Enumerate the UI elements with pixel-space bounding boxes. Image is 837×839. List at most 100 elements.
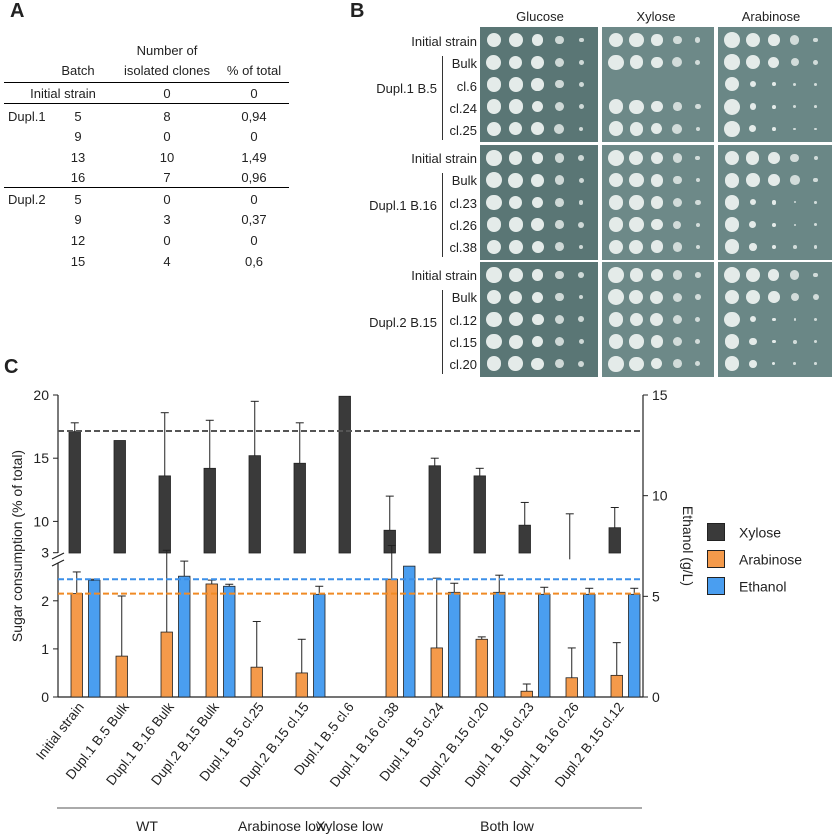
table-cell: 0 <box>163 129 171 144</box>
colony-spot <box>555 80 564 89</box>
panel-letter-b: B <box>350 0 365 22</box>
bar-xylose <box>428 465 441 554</box>
legend-swatch-ethanol <box>707 577 725 596</box>
colony-spot <box>771 200 776 205</box>
bar-ethanol <box>628 593 641 698</box>
colony-spot <box>486 217 502 232</box>
colony-spot <box>724 77 740 92</box>
colony-spot <box>579 244 584 249</box>
bar-arabinose <box>475 638 488 698</box>
colony-spot <box>749 221 757 229</box>
colony-spot <box>486 32 502 48</box>
colony-spot <box>673 220 682 229</box>
colony-spot <box>531 240 544 253</box>
colony-spot <box>695 339 701 345</box>
colony-spot <box>813 317 818 322</box>
colony-spot <box>813 222 818 227</box>
bar-arabinose <box>70 593 83 698</box>
colony-spot <box>629 195 644 210</box>
colony-spot <box>651 123 663 135</box>
colony-spot <box>486 54 502 70</box>
colony-spot <box>695 316 701 323</box>
colony-spot <box>629 312 644 326</box>
colony-spot <box>768 174 780 186</box>
legend-item-xylose: Xylose <box>707 523 781 542</box>
colony-spot <box>628 32 644 48</box>
colony-spot <box>724 311 740 327</box>
colony-spot <box>531 173 544 187</box>
table-cell: 0 <box>250 129 258 144</box>
colony-spot <box>608 32 624 48</box>
colony-spot <box>508 32 523 48</box>
colony-spot <box>793 362 797 366</box>
initial-strain-clones: 0 <box>163 86 171 101</box>
spot-plate <box>480 262 598 377</box>
spot-plate <box>480 27 598 142</box>
colony-spot <box>608 54 624 70</box>
colony-spot <box>555 270 564 280</box>
table-cell: 8 <box>163 109 171 124</box>
axis-break-mark <box>51 559 65 567</box>
colony-spot <box>813 155 818 161</box>
axis-break-mark <box>51 552 65 560</box>
colony-spot <box>749 125 757 133</box>
colony-spot <box>793 201 796 204</box>
colony-spot <box>608 267 624 283</box>
bar-ethanol <box>403 565 416 698</box>
colony-spot <box>508 77 524 92</box>
group-label: Both low <box>480 818 535 834</box>
colony-spot <box>673 175 682 185</box>
colony-spot <box>814 105 818 109</box>
colony-spot <box>555 198 564 207</box>
header-batch: Batch <box>61 63 95 78</box>
colony-spot <box>486 356 502 372</box>
colony-spot <box>508 217 523 232</box>
colony-spot <box>813 37 819 43</box>
colony-spot <box>578 177 584 183</box>
bar-arabinose <box>385 578 398 698</box>
spot-plate <box>602 145 714 260</box>
colony-spot <box>486 121 502 136</box>
row-label: cl.24 <box>449 101 477 116</box>
row-label-initial-strain: Initial strain <box>411 34 477 49</box>
colony-spot <box>578 81 584 87</box>
colony-spot <box>768 152 780 164</box>
column-header-xylose: Xylose <box>636 9 676 24</box>
y-tick-label-right: 10 <box>652 488 668 504</box>
colony-spot <box>790 35 800 45</box>
colony-spot <box>531 152 544 164</box>
colony-spot <box>578 360 585 367</box>
colony-spot <box>608 195 624 210</box>
table-cell: 5 <box>74 109 82 124</box>
colony-spot <box>578 37 584 43</box>
colony-spot <box>486 239 501 254</box>
colony-spot <box>724 195 740 210</box>
row-label: cl.26 <box>449 218 477 233</box>
colony-spot <box>554 336 565 347</box>
bar-arabinose <box>160 631 173 698</box>
colony-spot <box>813 245 818 249</box>
group-label-dupl1-b16: Dupl.1 B.16 <box>369 198 437 213</box>
colony-spot <box>771 244 776 249</box>
legend-swatch-xylose <box>707 523 725 542</box>
table-cell: 0 <box>250 233 258 248</box>
bar-xylose <box>293 462 306 554</box>
colony-spot <box>608 239 623 254</box>
colony-spot <box>771 317 776 322</box>
colony-spot <box>749 199 756 206</box>
colony-spot <box>695 222 700 227</box>
colony-spot <box>509 290 523 304</box>
bar-ethanol <box>583 593 596 698</box>
row-label-initial-strain: Initial strain <box>411 268 477 283</box>
colony-spot <box>793 82 797 87</box>
colony-spot <box>746 151 760 165</box>
colony-spot <box>486 99 502 114</box>
colony-spot <box>651 358 663 370</box>
bracket <box>442 173 443 257</box>
column-header-arabinose: Arabinose <box>741 9 801 24</box>
table-cell: 9 <box>74 129 82 144</box>
colony-spot <box>579 295 584 300</box>
bar-arabinose <box>430 647 443 698</box>
spot-plate <box>718 262 832 377</box>
colony-spot <box>749 243 757 251</box>
